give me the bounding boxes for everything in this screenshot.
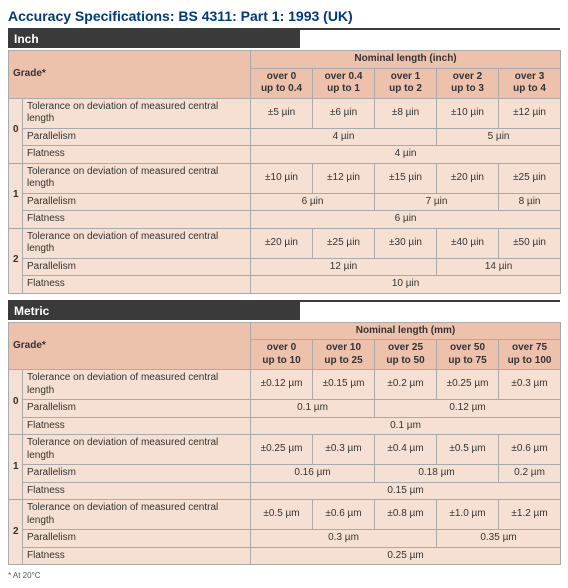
value-cell: 10 µin	[251, 276, 561, 294]
value-cell: ±30 µin	[375, 228, 437, 258]
nominal-header: Nominal length (inch)	[251, 51, 561, 69]
row-label-tolerance: Tolerance on deviation of measured centr…	[23, 435, 251, 465]
grade-cell: 0	[9, 370, 23, 435]
value-cell: 14 µin	[437, 258, 561, 276]
value-cell: 6 µin	[251, 211, 561, 229]
grade-cell: 2	[9, 228, 23, 293]
value-cell: 5 µin	[437, 128, 561, 146]
value-cell: ±25 µin	[313, 228, 375, 258]
spec-table: Grade*Nominal length (inch)over 0up to 0…	[8, 50, 561, 294]
value-cell: ±50 µin	[499, 228, 561, 258]
value-cell: ±0.12 µm	[251, 370, 313, 400]
range-header: over 3up to 4	[499, 68, 561, 98]
row-label-flatness: Flatness	[23, 146, 251, 164]
value-cell: 4 µin	[251, 128, 437, 146]
value-cell: 0.2 µm	[499, 465, 561, 483]
value-cell: ±1.0 µm	[437, 500, 499, 530]
value-cell: ±6 µin	[313, 98, 375, 128]
value-cell: 0.16 µm	[251, 465, 375, 483]
grade-cell: 0	[9, 98, 23, 163]
row-label-parallelism: Parallelism	[23, 465, 251, 483]
value-cell: ±0.4 µm	[375, 435, 437, 465]
value-cell: ±10 µin	[437, 98, 499, 128]
row-label-tolerance: Tolerance on deviation of measured centr…	[23, 500, 251, 530]
range-header: over 2up to 3	[437, 68, 499, 98]
value-cell: ±5 µin	[251, 98, 313, 128]
range-header: over 1up to 2	[375, 68, 437, 98]
grade-cell: 2	[9, 500, 23, 565]
spec-table: Grade*Nominal length (mm)over 0up to 10o…	[8, 322, 561, 566]
row-label-parallelism: Parallelism	[23, 193, 251, 211]
value-cell: ±0.3 µm	[499, 370, 561, 400]
row-label-parallelism: Parallelism	[23, 258, 251, 276]
range-header: over 75up to 100	[499, 340, 561, 370]
value-cell: ±25 µin	[499, 163, 561, 193]
row-label-parallelism: Parallelism	[23, 128, 251, 146]
value-cell: ±0.2 µm	[375, 370, 437, 400]
range-header: over 10up to 25	[313, 340, 375, 370]
value-cell: 0.1 µm	[251, 417, 561, 435]
value-cell: ±0.25 µm	[251, 435, 313, 465]
value-cell: ±20 µin	[251, 228, 313, 258]
row-label-flatness: Flatness	[23, 211, 251, 229]
row-label-flatness: Flatness	[23, 482, 251, 500]
value-cell: ±10 µin	[251, 163, 313, 193]
value-cell: 0.25 µm	[251, 547, 561, 565]
value-cell: 0.18 µm	[375, 465, 499, 483]
value-cell: 0.15 µm	[251, 482, 561, 500]
value-cell: ±0.25 µm	[437, 370, 499, 400]
range-header: over 0up to 0.4	[251, 68, 313, 98]
row-label-tolerance: Tolerance on deviation of measured centr…	[23, 163, 251, 193]
range-header: over 50up to 75	[437, 340, 499, 370]
range-header: over 0.4up to 1	[313, 68, 375, 98]
range-header: over 25up to 50	[375, 340, 437, 370]
value-cell: ±8 µin	[375, 98, 437, 128]
value-cell: 12 µin	[251, 258, 437, 276]
row-label-parallelism: Parallelism	[23, 530, 251, 548]
grade-cell: 1	[9, 435, 23, 500]
value-cell: 0.1 µm	[251, 400, 375, 418]
value-cell: 6 µin	[251, 193, 375, 211]
row-label-flatness: Flatness	[23, 547, 251, 565]
value-cell: 0.35 µm	[437, 530, 561, 548]
value-cell: ±0.6 µm	[313, 500, 375, 530]
row-label-tolerance: Tolerance on deviation of measured centr…	[23, 228, 251, 258]
row-label-parallelism: Parallelism	[23, 400, 251, 418]
page-title: Accuracy Specifications: BS 4311: Part 1…	[8, 8, 560, 24]
value-cell: ±0.5 µm	[437, 435, 499, 465]
value-cell: ±1.2 µm	[499, 500, 561, 530]
value-cell: ±0.8 µm	[375, 500, 437, 530]
value-cell: 4 µin	[251, 146, 561, 164]
value-cell: ±20 µin	[437, 163, 499, 193]
value-cell: 8 µin	[499, 193, 561, 211]
grade-cell: 1	[9, 163, 23, 228]
value-cell: ±12 µin	[313, 163, 375, 193]
value-cell: ±12 µin	[499, 98, 561, 128]
value-cell: 0.12 µm	[375, 400, 561, 418]
value-cell: ±15 µin	[375, 163, 437, 193]
footnote: * At 20°C	[8, 571, 560, 580]
value-cell: ±0.5 µm	[251, 500, 313, 530]
row-label-flatness: Flatness	[23, 276, 251, 294]
section-bar: Inch	[8, 30, 300, 48]
row-label-tolerance: Tolerance on deviation of measured centr…	[23, 370, 251, 400]
value-cell: ±0.6 µm	[499, 435, 561, 465]
nominal-header: Nominal length (mm)	[251, 322, 561, 340]
value-cell: ±40 µin	[437, 228, 499, 258]
row-label-flatness: Flatness	[23, 417, 251, 435]
grade-header: Grade*	[9, 51, 251, 99]
value-cell: 0.3 µm	[251, 530, 437, 548]
value-cell: ±0.15 µm	[313, 370, 375, 400]
section-bar: Metric	[8, 302, 300, 320]
value-cell: 7 µin	[375, 193, 499, 211]
row-label-tolerance: Tolerance on deviation of measured centr…	[23, 98, 251, 128]
grade-header: Grade*	[9, 322, 251, 370]
value-cell: ±0.3 µm	[313, 435, 375, 465]
range-header: over 0up to 10	[251, 340, 313, 370]
